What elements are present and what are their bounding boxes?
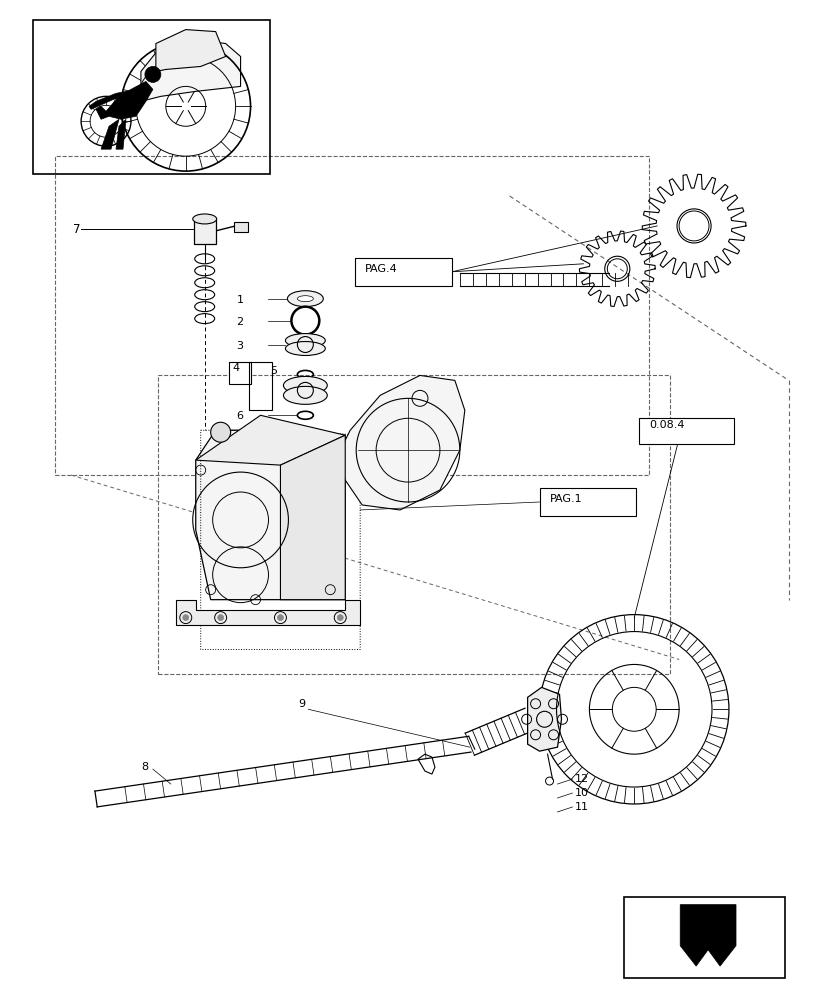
Text: 6: 6	[237, 411, 243, 421]
Circle shape	[277, 615, 283, 621]
Polygon shape	[155, 30, 226, 71]
Polygon shape	[175, 600, 360, 625]
Bar	[233, 222, 247, 232]
Circle shape	[145, 66, 160, 82]
Circle shape	[210, 422, 231, 442]
Text: 9: 9	[298, 699, 305, 709]
Polygon shape	[89, 89, 136, 109]
Bar	[158, 375, 669, 674]
Bar	[194, 219, 215, 244]
Bar	[228, 362, 251, 384]
Text: 8: 8	[141, 762, 148, 772]
Polygon shape	[195, 430, 345, 600]
Bar	[624, 897, 784, 978]
Polygon shape	[101, 119, 119, 149]
Circle shape	[183, 615, 189, 621]
Text: 3: 3	[237, 341, 243, 351]
Polygon shape	[680, 905, 735, 966]
Circle shape	[218, 615, 223, 621]
Text: 1: 1	[237, 295, 243, 305]
Text: 11: 11	[574, 802, 588, 812]
Bar	[355, 258, 452, 286]
Text: 7: 7	[73, 223, 80, 236]
Polygon shape	[141, 40, 241, 101]
Polygon shape	[340, 375, 464, 510]
Bar	[539, 488, 635, 516]
Text: PAG.1: PAG.1	[549, 494, 581, 504]
Bar	[33, 20, 270, 174]
Bar	[248, 362, 272, 410]
Ellipse shape	[285, 334, 325, 348]
Polygon shape	[116, 119, 126, 149]
Text: 4: 4	[232, 363, 240, 373]
Ellipse shape	[283, 376, 327, 394]
Bar	[55, 156, 648, 475]
Ellipse shape	[285, 342, 325, 355]
Ellipse shape	[283, 386, 327, 404]
Polygon shape	[527, 687, 561, 751]
Ellipse shape	[297, 296, 313, 302]
Text: 10: 10	[574, 788, 588, 798]
Ellipse shape	[193, 214, 217, 224]
Polygon shape	[96, 81, 153, 119]
Polygon shape	[280, 435, 345, 600]
Text: PAG.4: PAG.4	[365, 264, 398, 274]
Bar	[638, 418, 733, 444]
Ellipse shape	[287, 291, 323, 307]
Polygon shape	[195, 415, 345, 465]
Text: 0.08.4: 0.08.4	[648, 420, 684, 430]
Text: 5: 5	[270, 366, 277, 376]
Circle shape	[337, 615, 343, 621]
Text: 12: 12	[574, 774, 588, 784]
Text: 2: 2	[237, 317, 243, 327]
